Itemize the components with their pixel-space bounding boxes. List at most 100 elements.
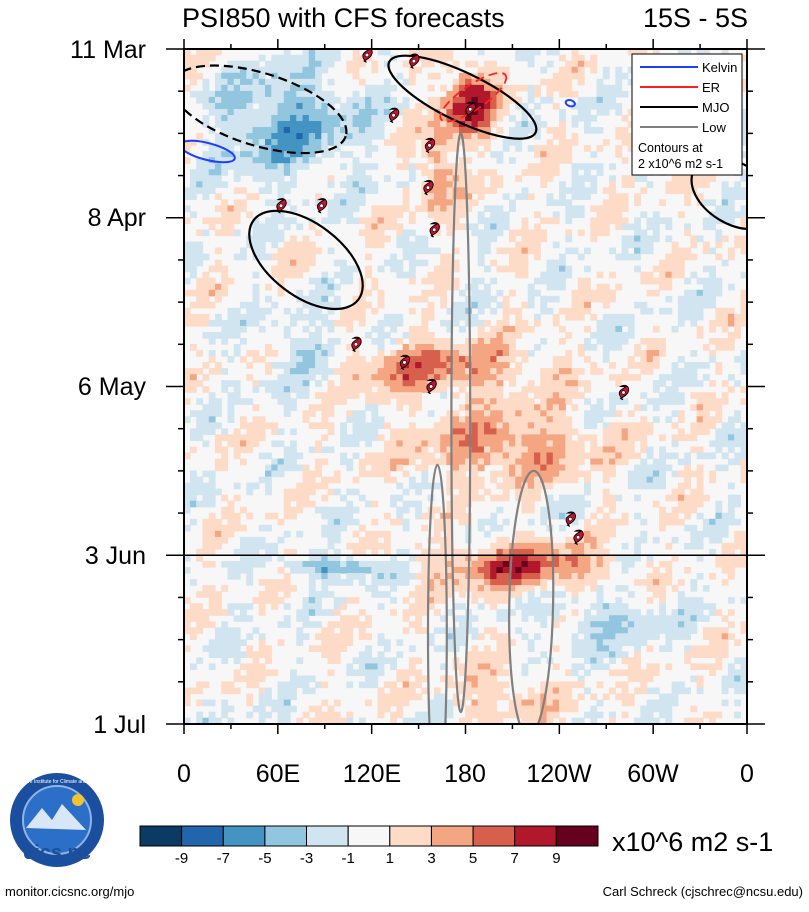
field-cell [402,205,410,213]
field-cell [471,283,479,291]
field-cell [246,651,254,659]
field-cell [527,500,535,508]
field-cell [521,609,529,616]
field-cell [440,108,448,116]
field-cell [265,307,272,315]
field-cell [621,247,629,255]
field-cell [296,392,304,399]
field-cell [546,157,554,164]
field-cell [715,609,723,616]
field-cell [602,518,610,526]
field-cell [527,380,535,387]
field-cell [208,277,216,285]
field-cell [721,187,729,194]
field-cell [371,229,379,237]
field-cell [390,452,397,460]
field-cell [483,404,491,411]
field-cell [396,72,404,80]
field-cell [202,151,210,158]
field-cell [684,289,691,297]
field-cell [315,301,322,309]
field-cell [458,548,466,556]
field-cell [440,615,448,622]
field-cell [202,175,210,182]
field-cell [408,434,416,442]
field-cell [308,66,316,74]
field-cell [390,259,397,267]
field-cell [621,193,629,200]
field-cell [321,530,329,538]
field-cell [452,434,460,442]
field-cell [665,452,673,460]
field-cell [577,440,585,448]
field-cell [546,428,554,436]
field-cell [415,108,423,116]
field-cell [540,579,548,586]
field-cell [283,181,291,188]
field-cell [408,72,416,80]
field-cell [415,374,423,381]
field-cell [315,446,322,454]
field-cell [471,187,479,194]
field-cell [283,102,291,110]
field-cell [502,350,510,357]
field-cell [496,72,504,80]
field-cell [465,446,473,454]
field-cell [634,422,641,429]
field-cell [202,410,210,417]
field-cell [352,217,360,225]
field-cell [227,392,235,399]
field-cell [440,139,448,146]
field-cell [502,356,510,363]
field-cell [189,193,197,200]
field-cell [734,494,742,502]
field-cell [702,283,710,291]
field-cell [283,223,291,231]
field-cell [521,404,529,411]
field-cell [640,579,648,586]
field-cell [296,96,304,104]
field-cell [302,464,310,472]
field-cell [408,169,416,176]
field-cell [308,49,316,56]
field-cell [302,633,310,640]
field-cell [659,573,666,580]
field-cell [609,181,616,188]
field-cell [452,392,460,399]
field-cell [646,585,654,592]
field-cell [233,199,241,206]
field-cell [709,175,717,182]
field-cell [590,458,598,466]
field-cell [615,66,623,74]
field-cell [465,380,473,387]
field-cell [440,133,448,140]
field-cell [277,108,285,116]
field-cell [527,434,535,442]
field-cell [690,470,698,478]
field-cell [271,133,279,140]
field-cell [659,597,666,604]
field-cell [671,325,679,333]
field-cell [390,325,397,333]
field-cell [383,374,391,381]
field-cell [214,72,222,80]
field-cell [390,518,397,526]
field-cell [327,579,335,586]
field-cell [502,536,510,544]
field-cell [515,585,523,592]
field-cell [227,72,235,80]
field-cell [358,627,366,634]
field-cell [559,157,566,164]
field-cell [327,319,335,327]
field-cell [571,187,579,194]
field-cell [665,259,673,267]
field-cell [233,603,241,610]
field-cell [577,500,585,508]
field-cell [477,217,485,225]
field-cell [615,410,623,417]
field-cell [565,440,573,448]
field-cell [471,289,479,297]
field-cell [446,488,454,496]
field-cell [590,205,598,213]
field-cell [333,319,341,327]
